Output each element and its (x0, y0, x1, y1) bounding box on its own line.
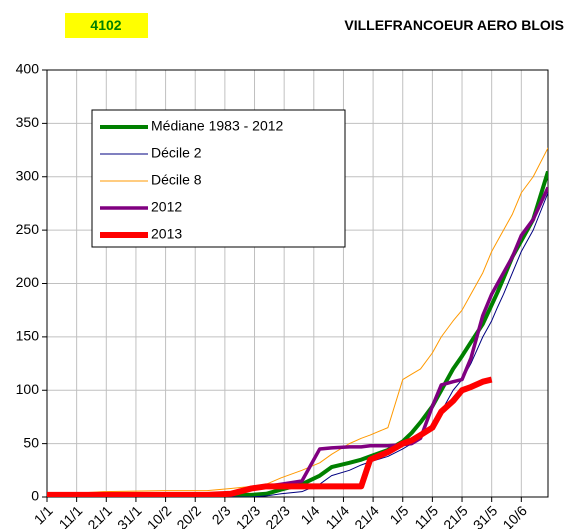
y-tick-label: 200 (16, 274, 40, 290)
y-tick-label: 100 (16, 381, 40, 397)
legend-label: 2012 (151, 199, 182, 215)
y-tick-label: 250 (16, 221, 40, 237)
station-code: 4102 (90, 17, 121, 33)
x-tick-label: 31/1 (114, 502, 145, 529)
legend-label: Médiane 1983 - 2012 (151, 118, 284, 134)
x-tick-label: 10/2 (144, 502, 175, 529)
chart-title: VILLEFRANCOEUR AERO BLOIS (344, 17, 564, 33)
series-line (47, 192, 548, 497)
plot-frame (46, 69, 549, 498)
y-tick-label: 0 (31, 488, 39, 504)
x-tick-label: 22/3 (262, 502, 293, 529)
x-tick-label: 21/5 (440, 502, 471, 529)
y-tick-label: 400 (16, 61, 40, 77)
x-tick-label: 1/4 (297, 502, 322, 527)
x-tick-label: 11/1 (56, 502, 86, 529)
y-tick-label: 150 (16, 328, 40, 344)
x-tick-label: 10/6 (499, 502, 530, 529)
legend-label: Décile 8 (151, 172, 202, 188)
x-tick-label: 20/2 (173, 502, 204, 529)
code-box (65, 13, 148, 38)
x-tick-label: 11/4 (322, 502, 352, 529)
x-tick-label: 12/3 (233, 502, 264, 529)
x-tick-label: 21/4 (351, 502, 382, 529)
y-tick-label: 350 (16, 114, 40, 130)
series-line (47, 376, 493, 497)
x-tick-label: 11/5 (411, 502, 441, 529)
legend-label: 2013 (151, 226, 182, 242)
legend-box (91, 109, 346, 248)
y-tick-label: 300 (16, 167, 40, 183)
x-tick-label: 2/3 (209, 502, 234, 527)
x-tick-label: 21/1 (84, 502, 115, 529)
y-tick-label: 50 (23, 434, 39, 450)
x-tick-label: 1/1 (31, 502, 56, 527)
legend-label: Décile 2 (151, 145, 202, 161)
x-tick-label: 31/5 (470, 502, 501, 529)
x-tick-label: 1/5 (386, 502, 411, 527)
